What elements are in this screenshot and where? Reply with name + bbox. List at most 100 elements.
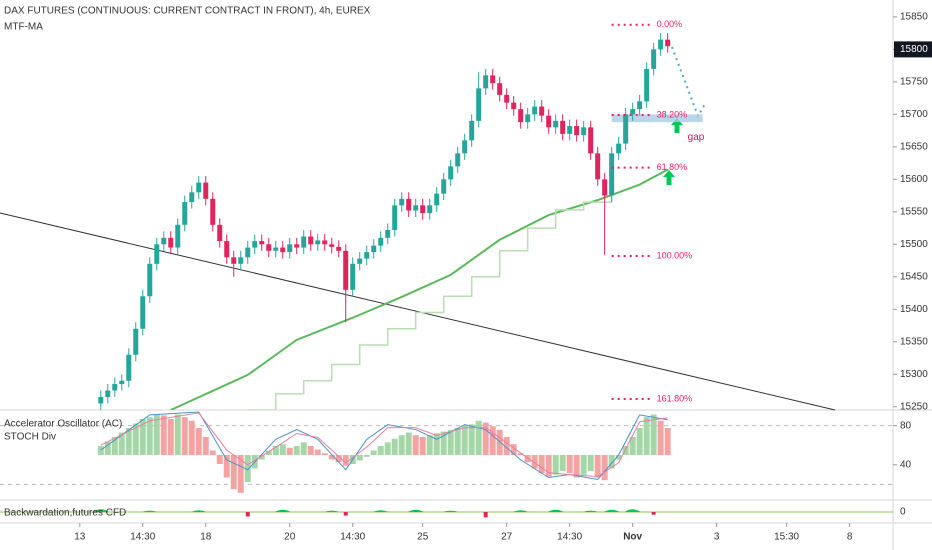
ac-bar [426,435,433,455]
fib-label: 38.20% [657,109,688,119]
backwardation-mark [323,510,340,512]
backwardation-mark [442,510,459,512]
candle-body [371,245,377,253]
candle-body [217,224,223,242]
candle-body [490,75,496,84]
ac-bar [517,453,524,455]
y-tick-label: 15750 [900,77,928,88]
ac-bar [461,426,468,455]
ac-bar [111,437,118,455]
ac-bar [545,455,552,477]
ac-bar [419,437,426,455]
candle-body [385,230,391,238]
ac-bar [223,455,230,478]
candle-body [441,179,447,194]
ac-bar [601,455,608,481]
ac-bar [615,455,622,460]
candle-body [210,198,216,225]
candle-body [392,205,398,231]
ac-bar [482,422,489,455]
candle-body [161,237,167,245]
candle-body [567,126,573,134]
candle-body [637,101,643,110]
ac-bar [580,455,587,475]
candle-body [511,102,517,110]
ac-bar [643,417,650,455]
candle-body [630,109,636,115]
ac-bar [230,455,237,490]
backwardation-mark [483,512,488,518]
y-tick-label: 15600 [900,174,928,185]
ac-bar [447,429,454,455]
ac-bar [454,428,461,455]
backwardation-mark [343,512,348,516]
candle-body [476,88,482,121]
ac-bar [468,424,475,455]
backwardation-mark [372,510,389,512]
pane-label: STOCH Div [4,432,56,443]
y-tick-label: 15550 [900,206,928,217]
ac-bar [510,444,517,455]
ac-bar [300,442,307,455]
candle-body [245,247,251,258]
ac-bar [629,437,636,455]
oscillator-pane [0,411,893,493]
ac-bar [209,450,216,455]
ac-bar [314,449,321,455]
ac-bar [216,455,223,464]
candle-body [560,120,566,134]
candle-body [259,241,265,245]
candle-body [126,354,132,381]
candle-body [518,109,524,123]
candle-body [420,205,426,214]
ac-bar [566,455,573,473]
fib-label: 161.80% [657,393,693,403]
candle-body [182,202,188,225]
candle-body [364,252,370,259]
ac-bar [363,455,370,457]
x-tick-label: 15:30 [774,532,799,543]
ac-bar [594,455,601,478]
candle-body [315,240,321,245]
candle-body [616,143,622,154]
ac-bar [475,420,482,455]
candle-body [574,126,580,136]
fib-label: 100.00% [657,250,693,260]
x-tick-label: 14:30 [340,532,365,543]
ac-bar [608,455,615,469]
pane-label: Backwardation,futures CFD [4,508,126,519]
candle-body [539,106,545,116]
ac-bar [237,455,244,493]
candle-body [175,224,181,248]
backwardation-mark [407,509,424,512]
ac-bar [244,455,251,482]
candle-body [665,39,671,47]
ac-bar [167,419,174,455]
candle-body [399,198,405,206]
ac-bar [622,446,629,455]
overlay: 15250 15300 15350 15400 15450 15500 15550 15600… [0,12,932,543]
ac-bar [552,455,559,475]
backwardation-mark [274,509,291,512]
candle-body [98,397,104,404]
backwardation-mark [547,509,564,512]
candle-body [329,244,335,247]
ac-bar [657,420,664,455]
ac-bar [636,428,643,455]
candle-body [581,127,587,136]
ac-bar [573,455,580,478]
y-tick-label: 15650 [900,141,928,152]
ac-bar [307,446,314,455]
ac-bar [97,446,104,455]
candle-body [203,182,209,199]
ac-bar [125,428,132,455]
ac-bar [188,420,195,455]
x-tick-label: 25 [417,532,429,543]
candle-body [112,384,118,391]
candle-body [231,257,237,264]
main-pane [98,33,703,410]
ac-bar [272,446,279,455]
